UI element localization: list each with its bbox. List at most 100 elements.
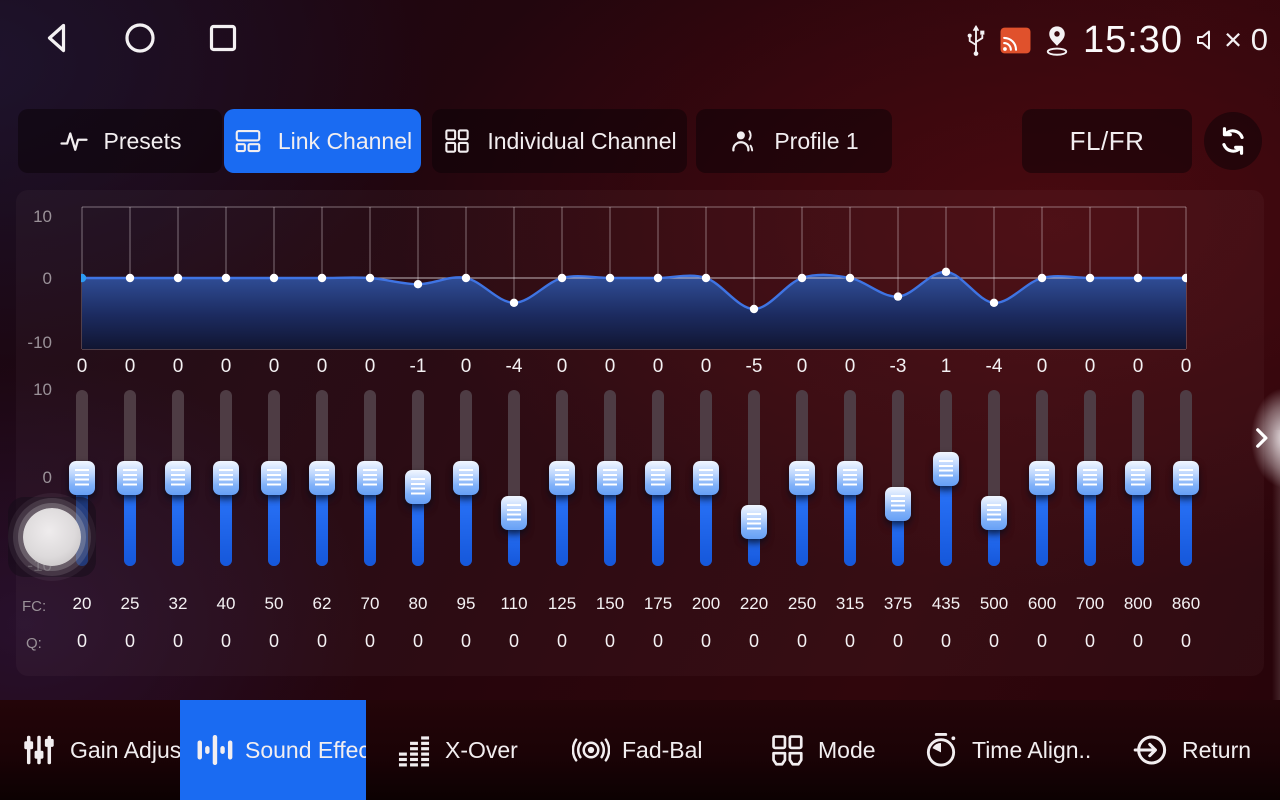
eq-point-7[interactable] <box>413 280 423 289</box>
back-icon[interactable] <box>40 20 76 56</box>
right-edge-glow <box>1272 430 1280 760</box>
slider-thumb[interactable] <box>1077 461 1103 495</box>
band-slider-9[interactable] <box>501 390 527 566</box>
side-panel-handle[interactable] <box>1224 374 1280 502</box>
band-slider-12[interactable] <box>645 390 671 566</box>
slider-thumb[interactable] <box>501 496 527 531</box>
band-slider-10[interactable] <box>549 390 575 566</box>
slider-thumb-grip <box>843 469 857 486</box>
eq-point-9[interactable] <box>509 298 519 307</box>
tab-presets[interactable]: Presets <box>18 109 222 173</box>
band-slider-20[interactable] <box>1029 390 1055 566</box>
return-icon <box>1132 731 1170 769</box>
tab-link-channel[interactable]: Link Channel <box>224 109 421 173</box>
band-slider-1[interactable] <box>117 390 143 566</box>
band-slider-2[interactable] <box>165 390 191 566</box>
eq-point-1[interactable] <box>125 273 135 283</box>
band-slider-23[interactable] <box>1173 390 1199 566</box>
slider-thumb[interactable] <box>597 461 623 495</box>
slider-thumb[interactable] <box>981 496 1007 531</box>
eq-point-11[interactable] <box>605 273 615 283</box>
eq-point-8[interactable] <box>461 273 471 283</box>
slider-thumb[interactable] <box>357 461 383 495</box>
eq-point-22[interactable] <box>1133 273 1143 283</box>
slider-thumb[interactable] <box>165 461 191 495</box>
nav-item-gain-adjus[interactable]: Gain Adjus.. <box>20 700 194 800</box>
band-slider-19[interactable] <box>981 390 1007 566</box>
slider-thumb[interactable] <box>645 461 671 495</box>
slider-thumb[interactable] <box>213 461 239 495</box>
mode-icon <box>768 731 806 769</box>
eq-point-13[interactable] <box>701 273 711 283</box>
slider-thumb[interactable] <box>885 487 911 522</box>
band-slider-16[interactable] <box>837 390 863 566</box>
band-slider-13[interactable] <box>693 390 719 566</box>
reset-button[interactable] <box>1204 112 1262 170</box>
eq-point-17[interactable] <box>893 292 903 301</box>
slider-thumb[interactable] <box>117 461 143 495</box>
tab-profile-1[interactable]: Profile 1 <box>696 109 892 173</box>
eq-point-20[interactable] <box>1037 273 1047 283</box>
band-slider-21[interactable] <box>1077 390 1103 566</box>
nav-item-x-over[interactable]: X-Over <box>395 700 518 800</box>
recents-icon[interactable] <box>205 20 241 56</box>
floating-knob[interactable] <box>8 497 96 577</box>
band-slider-18[interactable] <box>933 390 959 566</box>
band-slider-4[interactable] <box>261 390 287 566</box>
eq-point-4[interactable] <box>269 273 279 283</box>
eq-point-16[interactable] <box>845 273 855 283</box>
band-slider-17[interactable] <box>885 390 911 566</box>
eq-point-10[interactable] <box>557 273 567 283</box>
slider-ytick-0: 0 <box>42 468 52 487</box>
chart-ytick--10: -10 <box>27 333 52 352</box>
slider-thumb[interactable] <box>693 461 719 495</box>
band-fc-value-17: 375 <box>883 594 913 613</box>
nav-item-mode[interactable]: Mode <box>768 700 876 800</box>
band-slider-11[interactable] <box>597 390 623 566</box>
eq-point-15[interactable] <box>797 273 807 283</box>
band-slider-5[interactable] <box>309 390 335 566</box>
eq-point-6[interactable] <box>365 273 375 283</box>
band-slider-3[interactable] <box>213 390 239 566</box>
channel-select-button[interactable]: FL/FR <box>1022 109 1192 173</box>
nav-item-fad-bal[interactable]: Fad-Bal <box>572 700 703 800</box>
slider-thumb[interactable] <box>1173 461 1199 495</box>
band-slider-7[interactable] <box>405 390 431 566</box>
eq-point-3[interactable] <box>221 273 231 283</box>
slider-thumb[interactable] <box>549 461 575 495</box>
band-slider-8[interactable] <box>453 390 479 566</box>
slider-thumb[interactable] <box>405 469 431 504</box>
band-fc-value-7: 80 <box>408 594 428 613</box>
slider-thumb[interactable] <box>453 461 479 495</box>
band-gain-value-21: 0 <box>1084 356 1096 377</box>
nav-item-time-align[interactable]: Time Align.. <box>922 700 1091 800</box>
slider-thumb[interactable] <box>741 505 767 539</box>
band-slider-6[interactable] <box>357 390 383 566</box>
eq-point-5[interactable] <box>317 273 327 283</box>
band-slider-14[interactable] <box>741 390 767 566</box>
eq-point-0[interactable] <box>81 273 87 283</box>
tab-individual-channel[interactable]: Individual Channel <box>432 109 687 173</box>
home-icon[interactable] <box>122 20 158 56</box>
eq-point-12[interactable] <box>653 273 663 283</box>
slider-thumb[interactable] <box>1125 461 1151 495</box>
slider-thumb[interactable] <box>933 452 959 487</box>
band-slider-15[interactable] <box>789 390 815 566</box>
slider-thumb[interactable] <box>309 461 335 495</box>
eq-point-19[interactable] <box>989 298 999 307</box>
eq-curve-chart[interactable] <box>81 205 1187 351</box>
band-slider-22[interactable] <box>1125 390 1151 566</box>
eq-point-23[interactable] <box>1181 273 1187 283</box>
eq-point-2[interactable] <box>173 273 183 283</box>
slider-thumb[interactable] <box>261 461 287 495</box>
nav-item-return[interactable]: Return <box>1132 700 1251 800</box>
nav-item-sound-effect[interactable]: Sound Effect <box>180 700 366 800</box>
eq-point-18[interactable] <box>941 267 951 276</box>
slider-thumb-grip <box>651 469 665 486</box>
eq-point-14[interactable] <box>749 304 759 314</box>
eq-point-21[interactable] <box>1085 273 1095 283</box>
slider-thumb[interactable] <box>69 461 95 495</box>
slider-thumb[interactable] <box>1029 461 1055 495</box>
slider-thumb[interactable] <box>789 461 815 495</box>
slider-thumb[interactable] <box>837 461 863 495</box>
